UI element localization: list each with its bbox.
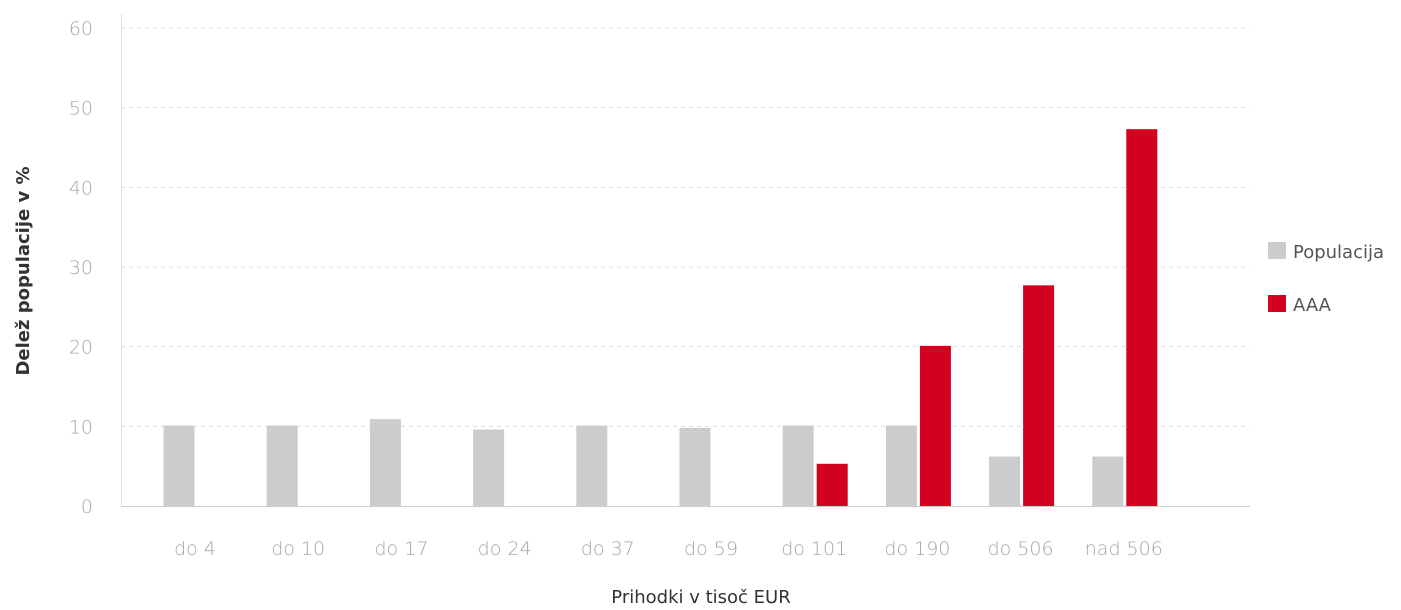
grid-layer — [121, 27, 1250, 427]
bar-aaa-do-190 — [919, 345, 951, 506]
bar-aaa-do-101 — [816, 463, 848, 506]
bar-aaa-do-506 — [1023, 285, 1055, 506]
y-tick-label: 60 — [69, 18, 93, 40]
x-tick-label: nad 506 — [1085, 538, 1163, 560]
y-tick-label: 40 — [69, 177, 93, 199]
legend: Populacija AAA — [1268, 242, 1384, 316]
x-tick-label: do 190 — [884, 538, 950, 560]
bar-populacija-nad-506 — [1092, 456, 1124, 506]
x-tick-label: do 4 — [174, 538, 216, 560]
x-tick-label: do 10 — [271, 538, 325, 560]
legend-label-populacija: Populacija — [1293, 242, 1384, 263]
y-tick-label: 10 — [69, 416, 93, 438]
x-tick-label: do 101 — [781, 538, 847, 560]
bar-populacija-do-4 — [163, 425, 195, 506]
x-tick-label: do 17 — [374, 538, 428, 560]
x-tick-label: do 59 — [684, 538, 738, 560]
legend-swatch-aaa — [1268, 295, 1286, 312]
x-tick-labels: do 4 do 10 do 17 do 24 do 37 do 59 do 101 do 19… — [174, 538, 1163, 560]
bar-populacija-do-37 — [576, 425, 608, 506]
x-tick-label: do 37 — [581, 538, 635, 560]
x-axis-title: Prihodki v tisoč EUR — [611, 587, 790, 608]
bars — [163, 129, 1158, 506]
bar-aaa-nad-506 — [1126, 129, 1158, 506]
bar-populacija-do-190 — [885, 425, 917, 506]
bar-populacija-do-59 — [679, 427, 711, 506]
bar-populacija-do-10 — [266, 425, 298, 506]
y-axis-title: Delež populacije v % — [13, 166, 34, 375]
y-tick-label: 0 — [81, 496, 93, 518]
y-tick-label: 20 — [69, 337, 93, 359]
bar-populacija-do-24 — [473, 429, 505, 506]
legend-swatch-populacija — [1268, 242, 1286, 259]
bar-populacija-do-17 — [369, 419, 401, 506]
bar-populacija-do-101 — [782, 425, 814, 506]
x-tick-label: do 506 — [988, 538, 1054, 560]
bar-populacija-do-506 — [989, 456, 1021, 506]
y-tick-labels: 0 10 20 30 40 50 60 — [69, 18, 93, 518]
y-tick-label: 50 — [69, 98, 93, 120]
legend-label-aaa: AAA — [1293, 295, 1332, 316]
y-tick-label: 30 — [69, 257, 93, 279]
x-tick-label: do 24 — [478, 538, 532, 560]
